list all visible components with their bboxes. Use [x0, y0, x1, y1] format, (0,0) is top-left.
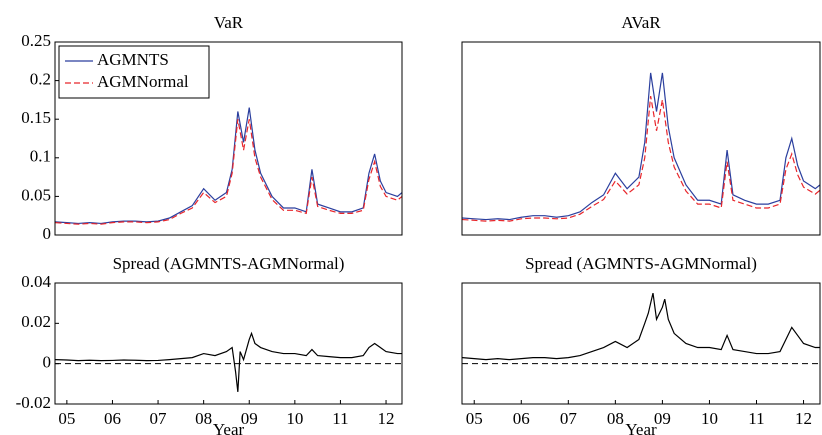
- plot-area: [462, 72, 820, 222]
- x-tick-label: 10: [701, 409, 718, 428]
- y-tick-label: 0.04: [21, 272, 51, 291]
- x-tick-label: 10: [286, 409, 303, 428]
- y-tick-label: 0.25: [21, 31, 51, 50]
- legend-box: [58, 45, 210, 99]
- series-line: [55, 331, 402, 392]
- x-tick-label: 12: [795, 409, 812, 428]
- plot-area: [462, 292, 820, 365]
- y-tick-label: 0.02: [21, 312, 51, 331]
- chart-title: Spread (AGMNTS-AGMNormal): [113, 254, 345, 273]
- x-tick-label: 05: [58, 409, 75, 428]
- legend-label: AGMNTS: [97, 50, 169, 69]
- x-tick-label: 07: [560, 409, 578, 428]
- y-tick-label: 0.1: [30, 147, 51, 166]
- axes-frame: [54, 282, 403, 405]
- y-tick-label: 0: [43, 224, 52, 243]
- y-tick-label: 0: [43, 353, 52, 372]
- series-line: [55, 107, 402, 225]
- y-tick-label: 0.05: [21, 185, 51, 204]
- axes-frame: [461, 282, 821, 405]
- plot-area: [55, 331, 402, 392]
- x-tick-label: 08: [607, 409, 624, 428]
- x-tick-label: 06: [104, 409, 121, 428]
- axes-frame: [461, 41, 821, 236]
- x-tick-label: 12: [378, 409, 395, 428]
- x-tick-label: 07: [150, 409, 168, 428]
- chart-title: AVaR: [621, 13, 661, 32]
- y-tick-label: 0.2: [30, 70, 51, 89]
- x-axis-label: Year: [625, 420, 657, 435]
- chart-title: Spread (AGMNTS-AGMNormal): [525, 254, 757, 273]
- legend-label: AGMNormal: [97, 72, 189, 91]
- axes-frame: [54, 41, 403, 236]
- x-tick-label: 11: [332, 409, 348, 428]
- x-tick-label: 06: [513, 409, 530, 428]
- series-line: [462, 292, 820, 361]
- series-line: [462, 72, 820, 221]
- x-axis-label: Year: [213, 420, 245, 435]
- x-tick-label: 08: [195, 409, 212, 428]
- y-tick-label: -0.02: [16, 393, 51, 412]
- x-tick-label: 11: [748, 409, 764, 428]
- y-tick-label: 0.15: [21, 108, 51, 127]
- x-tick-label: 05: [466, 409, 483, 428]
- series-line: [462, 95, 820, 222]
- plot-area: [55, 107, 402, 225]
- chart-title: VaR: [214, 13, 244, 32]
- x-tick-label: 09: [241, 409, 258, 428]
- x-tick-label: 09: [654, 409, 671, 428]
- series-line: [55, 119, 402, 225]
